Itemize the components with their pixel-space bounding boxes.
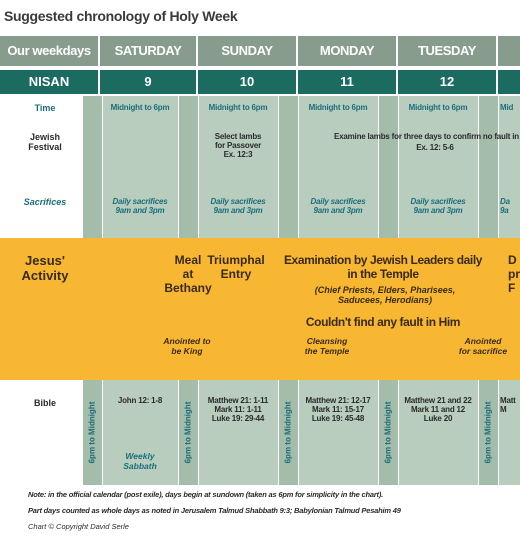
- column-bg: [82, 380, 102, 485]
- row-label: Time: [34, 103, 56, 113]
- column-bg: [178, 96, 198, 238]
- time-cell: Midnight to 6pm: [208, 103, 268, 112]
- time-cell: Midnight to 6pm: [308, 103, 368, 112]
- night-label: 6pm to Midnight: [87, 401, 97, 464]
- activity-text: D pr F: [508, 253, 520, 295]
- column-bg: [398, 96, 478, 238]
- bible-cell: Matt M: [500, 396, 516, 415]
- activity-band: [0, 238, 520, 380]
- column-bg: [378, 96, 398, 238]
- column-bg: [178, 380, 198, 485]
- note: Chart © Copyright David Serle: [28, 522, 129, 531]
- header-cell: [498, 36, 520, 66]
- bible-cell: Matthew 21 and 22 Mark 11 and 12 Luke 20: [404, 396, 472, 424]
- nisan-cell: 10: [198, 70, 296, 94]
- header-cell: SUNDAY: [198, 36, 296, 66]
- header-cell: SATURDAY: [100, 36, 196, 66]
- sabbath: Weekly Sabbath: [123, 451, 157, 471]
- column-bg: [82, 96, 102, 238]
- sacrifice-cell: Daily sacrifices 9am and 3pm: [410, 197, 466, 216]
- column-bg: [198, 96, 278, 238]
- night-label: 6pm to Midnight: [183, 401, 193, 464]
- festival-text: Examine lambs for three days to confirm …: [334, 132, 520, 141]
- column-bg: [198, 380, 278, 485]
- activity-text: Cleansing the Temple: [304, 336, 350, 356]
- column-bg: [478, 380, 498, 485]
- row-label: Bible: [33, 398, 56, 408]
- column-bg: [102, 96, 178, 238]
- header-cell: MONDAY: [298, 36, 396, 66]
- time-cell: Midnight to 6pm: [110, 103, 170, 112]
- title: Suggested chronology of Holy Week: [4, 8, 238, 24]
- festival-ref: Ex. 12: 5-6: [416, 143, 454, 152]
- header-cell: TUESDAY: [398, 36, 496, 66]
- nisan-cell: NISAN: [0, 70, 98, 94]
- bible-cell: Matthew 21: 1-11 Mark 11: 1-11 Luke 19: …: [207, 396, 269, 424]
- activity-text: Meal at Bethany: [164, 253, 212, 295]
- row-label: Jewish Festival: [28, 132, 62, 153]
- night-label: 6pm to Midnight: [483, 401, 493, 464]
- activity-text: Triumphal Entry: [207, 253, 265, 281]
- night-label: 6pm to Midnight: [283, 401, 293, 464]
- column-bg: [378, 380, 398, 485]
- column-bg: [278, 96, 298, 238]
- header-cell: Our weekdays: [0, 36, 98, 66]
- sacrifice-cell: Daily sacrifices 9am and 3pm: [112, 197, 168, 216]
- bible-cell: John 12: 1-8: [117, 396, 163, 405]
- time-cell: Mid: [500, 103, 514, 112]
- sacrifice-cell: Daily sacrifices 9am and 3pm: [310, 197, 366, 216]
- activity-text: Examination by Jewish Leaders daily in t…: [283, 253, 483, 281]
- column-bg: [398, 380, 478, 485]
- row-label: Sacrifices: [23, 197, 67, 207]
- activity-text: Anointed for sacrifice: [458, 336, 508, 356]
- nisan-cell: 9: [100, 70, 196, 94]
- note: Note: in the official calendar (post exi…: [28, 490, 384, 499]
- column-bg: [298, 380, 378, 485]
- nisan-cell: 11: [298, 70, 396, 94]
- column-bg: [298, 96, 378, 238]
- row-label: Jesus' Activity: [21, 253, 69, 283]
- column-bg: [278, 380, 298, 485]
- sacrifice-cell: Daily sacrifices 9am and 3pm: [210, 197, 266, 216]
- column-bg: [102, 380, 178, 485]
- activity-text: (Chief Priests, Elders, Pharisees, Saduc…: [314, 285, 456, 306]
- bible-cell: Matthew 21: 12-17 Mark 11: 15-17 Luke 19…: [305, 396, 371, 424]
- column-bg: [498, 380, 520, 485]
- column-bg: [478, 96, 498, 238]
- time-cell: Midnight to 6pm: [408, 103, 468, 112]
- column-bg: [498, 96, 520, 238]
- sacrifice-cell: Da 9a: [500, 197, 510, 216]
- nisan-cell: [498, 70, 520, 94]
- activity-text: Anointed to be King: [163, 336, 211, 356]
- nisan-cell: 12: [398, 70, 496, 94]
- festival-text: Select lambs for Passover Ex. 12:3: [214, 132, 262, 160]
- note: Part days counted as whole days as noted…: [28, 506, 401, 515]
- night-label: 6pm to Midnight: [383, 401, 393, 464]
- activity-text: Couldn't find any fault in Him: [305, 315, 461, 329]
